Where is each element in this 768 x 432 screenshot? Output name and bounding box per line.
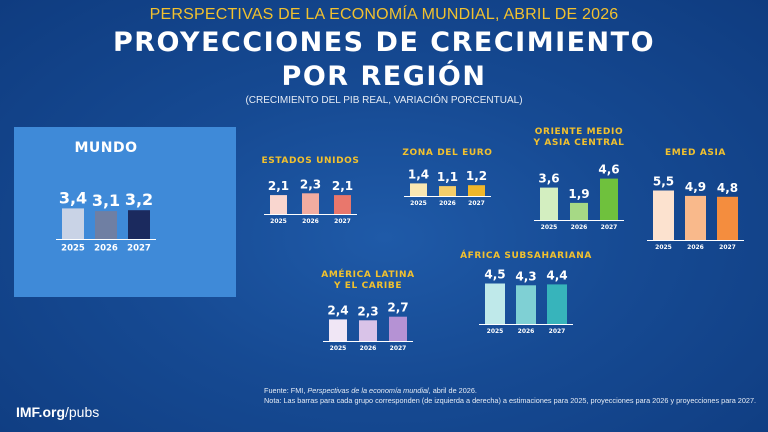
source-note: Fuente: FMI, Perspectivas de la economía… <box>264 386 759 405</box>
source-suffix: , abril de 2026. <box>428 386 477 395</box>
bar-2026 <box>685 195 706 240</box>
data-label: 1,4 <box>408 167 429 181</box>
data-label: 2,1 <box>268 179 289 193</box>
data-label: 2,7 <box>387 301 408 315</box>
source-prefix: Fuente: FMI, <box>264 386 308 395</box>
data-label: 2,1 <box>332 179 353 193</box>
tick-label: 2027 <box>549 328 566 335</box>
chart-title-line: ÁFRICA SUBSAHARIANA <box>460 251 592 261</box>
data-label: 1,1 <box>437 170 458 184</box>
chart-title-line: ORIENTE MEDIO <box>534 127 624 137</box>
bar-2026 <box>516 285 536 324</box>
chart-title-line: ESTADOS UNIDOS <box>261 156 360 166</box>
logo-path: /pubs <box>65 404 100 420</box>
bar-2026 <box>302 193 319 214</box>
bar-2027 <box>468 185 485 196</box>
data-label: 2,4 <box>327 303 348 317</box>
bar-2025 <box>540 187 558 220</box>
bar-2027 <box>547 284 567 324</box>
data-label: 5,5 <box>653 175 674 189</box>
bar-2027 <box>717 196 738 240</box>
chart-title: EMED ASIA <box>621 148 768 159</box>
data-label: 2,3 <box>300 177 321 191</box>
tick-label: 2026 <box>360 345 377 352</box>
tick-label: 2025 <box>541 224 558 231</box>
tick-label: 2027 <box>601 224 618 231</box>
report-subtitle: PERSPECTIVAS DE LA ECONOMÍA MUNDIAL, ABR… <box>149 6 619 23</box>
chart-title-line: AMÉRICA LATINA <box>321 270 415 280</box>
tick-label: 2027 <box>390 345 407 352</box>
header: PERSPECTIVAS DE LA ECONOMÍA MUNDIAL, ABR… <box>0 6 768 106</box>
page-title: PROYECCIONES DE CRECIMIENTO POR REGIÓN <box>0 26 768 94</box>
bar-2027 <box>600 178 618 220</box>
bar-2026 <box>570 202 588 220</box>
data-label: 2,3 <box>357 304 378 318</box>
bar-2025 <box>329 319 347 341</box>
tick-label: 2027 <box>719 244 736 251</box>
tick-label: 2025 <box>487 328 504 335</box>
bar-2027 <box>389 316 407 341</box>
data-label: 4,4 <box>546 268 567 282</box>
tick-label: 2025 <box>270 218 287 225</box>
bar-2025 <box>270 195 287 214</box>
tick-label: 2025 <box>655 244 672 251</box>
title-line-2: POR REGIÓN <box>281 61 487 92</box>
tick-label: 2026 <box>687 244 704 251</box>
data-label: 1,9 <box>568 187 589 201</box>
chart-title: ÁFRICA SUBSAHARIANA <box>451 251 601 262</box>
units-label: (CRECIMIENTO DEL PIB REAL, VARIACIÓN POR… <box>245 95 523 106</box>
tick-label: 2025 <box>410 200 427 207</box>
source-line: Fuente: FMI, Perspectivas de la economía… <box>264 386 759 396</box>
data-label: 1,2 <box>466 169 487 183</box>
world-highlight-box <box>14 127 236 297</box>
bar-2026 <box>439 186 456 196</box>
data-label: 4,8 <box>717 181 738 195</box>
title-line-1: PROYECCIONES DE CRECIMIENTO <box>112 27 656 58</box>
bar-2025 <box>653 190 674 240</box>
logo-main: IMF.org <box>16 404 65 420</box>
chart-title-line: Y EL CARIBE <box>333 281 403 291</box>
chart-title-line: MUNDO <box>74 140 138 156</box>
chart-title-line: ZONA DEL EURO <box>402 148 493 158</box>
data-label: 4,5 <box>484 268 505 282</box>
tick-label: 2026 <box>439 200 456 207</box>
data-label: 4,3 <box>515 269 536 283</box>
chart-title: MUNDO <box>31 140 181 156</box>
imf-logo: IMF.org/pubs <box>16 404 99 420</box>
tick-label: 2026 <box>302 218 319 225</box>
chart-title: ORIENTE MEDIO Y ASIA CENTRAL <box>504 127 654 149</box>
data-label: 3,6 <box>538 172 559 186</box>
data-label: 4,6 <box>598 163 619 177</box>
chart-title-line: EMED ASIA <box>664 148 727 158</box>
chart-title: ZONA DEL EURO <box>373 148 523 159</box>
bar-2025 <box>485 283 505 324</box>
chart-title: ESTADOS UNIDOS <box>236 156 386 167</box>
bar-2026 <box>359 320 377 341</box>
source-publication: Perspectivas de la economía mundial <box>307 386 429 395</box>
bar-2025 <box>410 183 427 196</box>
tick-label: 2027 <box>334 218 351 225</box>
bar-2027 <box>334 195 351 214</box>
note-line: Nota: Las barras para cada grupo corresp… <box>264 395 757 405</box>
chart-title-line: Y ASIA CENTRAL <box>533 138 625 148</box>
tick-label: 2025 <box>330 345 347 352</box>
chart-title: AMÉRICA LATINA Y EL CARIBE <box>293 270 443 292</box>
data-label: 4,9 <box>685 180 706 194</box>
tick-label: 2026 <box>518 328 535 335</box>
tick-label: 2026 <box>571 224 588 231</box>
tick-label: 2027 <box>468 200 485 207</box>
